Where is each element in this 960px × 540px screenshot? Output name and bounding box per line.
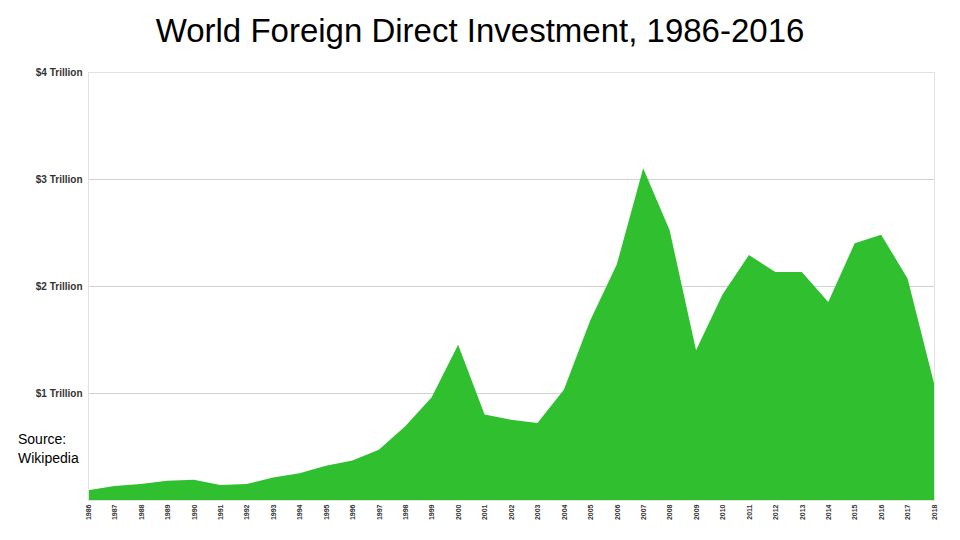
svg-text:1986: 1986: [85, 504, 92, 520]
svg-text:2015: 2015: [851, 504, 858, 520]
svg-text:1998: 1998: [402, 504, 409, 520]
svg-text:2017: 2017: [904, 504, 911, 520]
svg-text:1989: 1989: [164, 504, 171, 520]
svg-text:2012: 2012: [772, 504, 779, 520]
svg-text:2002: 2002: [508, 504, 515, 520]
html-text:World Foreign Direct Investmen: World Foreign Direct Investment, 1986-20…: [155, 12, 805, 49]
svg-text:2008: 2008: [666, 504, 673, 520]
svg-text:2009: 2009: [693, 504, 700, 520]
svg-text:2007: 2007: [640, 504, 647, 520]
svg-text:1988: 1988: [138, 504, 145, 520]
svg-text:$4 Trillion: $4 Trillion: [36, 67, 83, 78]
svg-text:1992: 1992: [243, 504, 250, 520]
svg-text:2005: 2005: [587, 504, 594, 520]
svg-text:2018: 2018: [931, 504, 938, 520]
svg-text:1999: 1999: [428, 504, 435, 520]
svg-text:2000: 2000: [455, 504, 462, 520]
svg-text:2013: 2013: [799, 504, 806, 520]
svg-text:2004: 2004: [561, 504, 568, 520]
svg-text:1996: 1996: [349, 504, 356, 520]
svg-text:2016: 2016: [878, 504, 885, 520]
svg-text:$3 Trillion: $3 Trillion: [36, 174, 83, 185]
svg-text:2001: 2001: [481, 504, 488, 520]
svg-text:1990: 1990: [190, 504, 197, 520]
svg-text:1987: 1987: [111, 504, 118, 520]
svg-text:2011: 2011: [746, 504, 753, 519]
svg-text:2010: 2010: [719, 504, 726, 520]
svg-text:2006: 2006: [613, 504, 620, 520]
svg-text:1994: 1994: [296, 504, 303, 520]
svg-text:1997: 1997: [376, 504, 383, 520]
html-text:Source: Wikipedia: Source: Wikipedia: [18, 431, 79, 466]
svg-text:1991: 1991: [217, 504, 224, 520]
svg-text:$1 Trillion: $1 Trillion: [36, 388, 83, 399]
svg-text:2014: 2014: [825, 504, 832, 520]
svg-text:$2 Trillion: $2 Trillion: [36, 281, 83, 292]
svg-text:1993: 1993: [270, 504, 277, 520]
svg-text:2003: 2003: [534, 504, 541, 520]
svg-text:1995: 1995: [323, 504, 330, 520]
